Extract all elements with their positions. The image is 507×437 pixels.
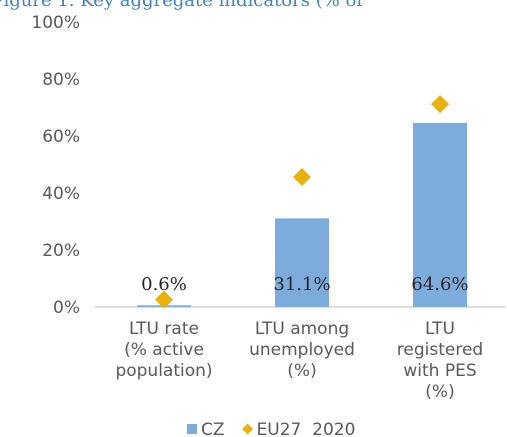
chart-title: Figure 1. Key aggregate indicators (% of [0, 0, 364, 11]
data-label: 31.1% [273, 274, 330, 295]
legend-marker [242, 423, 254, 435]
bar [413, 122, 467, 307]
diamond-marker [431, 95, 449, 114]
legend-label: CZ [201, 420, 225, 437]
y-tick-label: 40% [42, 184, 80, 204]
data-label: 64.6% [411, 274, 468, 295]
y-tick-label: 0% [53, 298, 80, 318]
legend-marker [187, 424, 197, 434]
x-tick-label: (%) [425, 382, 454, 402]
x-tick-label: with PES [403, 361, 476, 381]
diamond-marker [155, 290, 173, 309]
x-tick-label: registered [397, 340, 483, 360]
bar [275, 218, 329, 307]
x-tick-label: LTU [425, 319, 455, 339]
x-tick-label: LTU rate [129, 319, 199, 339]
x-tick-label: population) [115, 361, 212, 381]
x-tick-label: LTU among [255, 319, 349, 339]
y-tick-label: 80% [42, 70, 80, 90]
legend-label: EU27 2020 [257, 420, 356, 437]
diamond-marker [293, 168, 311, 187]
x-tick-label: unemployed [249, 340, 355, 360]
y-tick-label: 100% [31, 13, 80, 33]
x-tick-label: (%) [287, 361, 316, 381]
x-tick-label: (% active [124, 340, 204, 360]
data-label: 0.6% [141, 274, 187, 295]
y-tick-label: 60% [42, 127, 80, 147]
y-tick-label: 20% [42, 241, 80, 261]
